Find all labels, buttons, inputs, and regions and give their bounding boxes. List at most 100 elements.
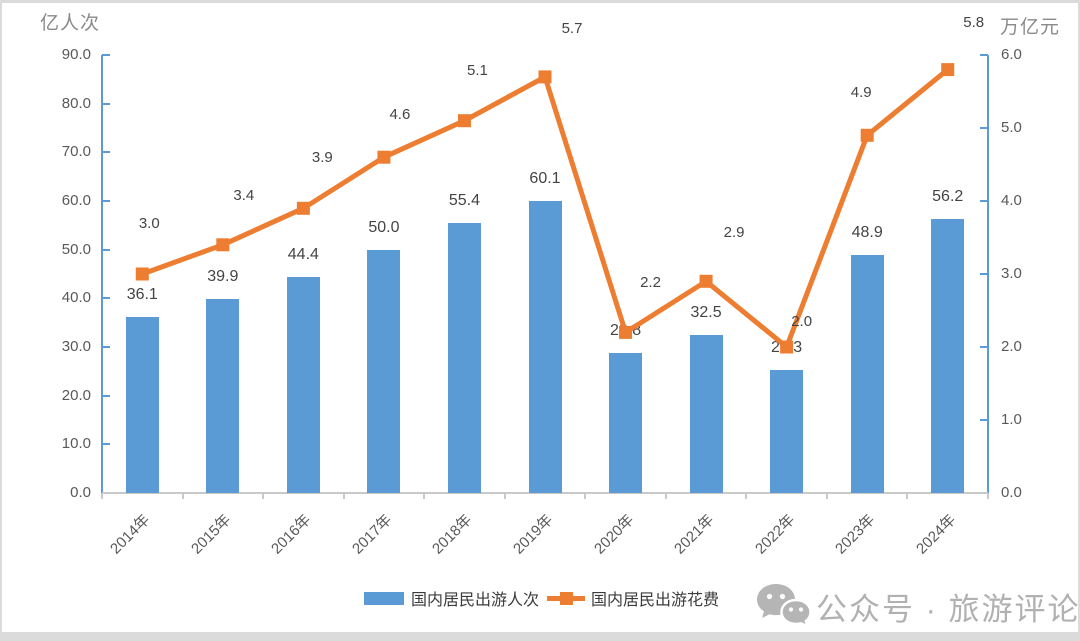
bar-value-label: 50.0 [368, 218, 400, 236]
y-tick-label-right: 5.0 [1001, 119, 1022, 136]
y-tick-label-right: 3.0 [1001, 265, 1022, 282]
category-axis-tick [745, 493, 748, 499]
line-marker [619, 325, 633, 339]
line-value-label: 5.1 [467, 61, 488, 79]
bar-column [770, 369, 804, 493]
line-marker [780, 340, 794, 354]
line-value-label: 2.9 [723, 224, 745, 242]
bar-column [528, 200, 562, 493]
category-axis-tick [423, 493, 426, 499]
y-tick-label-right: 0.0 [1001, 484, 1022, 501]
line-marker [457, 114, 471, 128]
line-value-label: 5.8 [963, 13, 985, 31]
frame-edge-top [0, 0, 1080, 3]
y-tick-label-right: 4.0 [1001, 192, 1022, 209]
line-marker [296, 201, 310, 215]
category-axis-tick [664, 493, 667, 499]
y-tick-label-left: 50.0 [61, 240, 91, 258]
bar-value-label: 56.2 [932, 188, 964, 206]
y-tick-label-right: 6.0 [1001, 46, 1022, 63]
category-axis-tick [181, 493, 184, 499]
bar-value-label: 60.1 [529, 169, 561, 187]
left-axis-tick [102, 346, 110, 348]
y-tick-label-left: 30.0 [61, 338, 91, 355]
line-value-label: 3.4 [233, 186, 255, 204]
y-tick-label-left: 10.0 [61, 435, 91, 453]
y-tick-label-left: 40.0 [61, 289, 91, 307]
category-axis [102, 492, 988, 494]
line-value-label: 4.9 [850, 84, 872, 102]
left-axis-tick [102, 443, 110, 446]
line-value-label: 5.7 [561, 19, 583, 37]
y-tick-label-left: 80.0 [61, 94, 91, 112]
y-tick-label-left: 70.0 [61, 143, 91, 161]
bar-value-label: 48.9 [851, 224, 883, 242]
right-axis-tick [980, 54, 988, 56]
category-axis-tick [101, 493, 103, 499]
line-marker [699, 274, 713, 288]
legend-bar-swatch [364, 591, 404, 605]
legend-label-trips: 国内居民出游人次 [411, 592, 540, 609]
left-axis-tick [102, 151, 110, 154]
y-tick-label-right: 2.0 [1001, 338, 1022, 355]
line-value-label: 3.9 [311, 149, 333, 167]
bar-column [689, 334, 723, 493]
bar-column [850, 255, 884, 493]
category-axis-tick [906, 493, 909, 499]
bar-column [447, 223, 481, 493]
bar-column [286, 276, 320, 493]
line-marker [216, 238, 230, 252]
right-value-axis [987, 55, 989, 493]
left-axis-tick [102, 248, 110, 251]
line-value-label: 3.0 [138, 215, 160, 232]
frame-edge-bottom [0, 632, 1080, 641]
right-axis-tick [980, 273, 988, 275]
bar-column [206, 298, 240, 493]
line-marker [941, 63, 955, 77]
right-axis-tick [980, 200, 988, 202]
bar-value-label: 44.4 [287, 245, 319, 263]
category-axis-tick [584, 493, 587, 499]
category-axis-tick [342, 493, 345, 499]
right-axis-tick [980, 419, 988, 421]
left-axis-tick [102, 200, 110, 202]
y-tick-label-right: 1.0 [1001, 411, 1022, 428]
line-value-label: 2.2 [640, 274, 661, 292]
left-axis-tick [102, 54, 110, 56]
category-axis-tick [503, 493, 506, 499]
line-marker [377, 150, 391, 164]
left-axis-title: 亿人次 [40, 13, 101, 34]
bar-column [367, 249, 401, 493]
line-marker [538, 70, 552, 84]
left-value-axis [101, 55, 103, 493]
bar-column [125, 317, 159, 493]
wechat-icon [757, 584, 811, 629]
bar-value-label: 36.1 [126, 286, 158, 304]
bar-column [609, 352, 643, 493]
y-tick-label-left: 90.0 [61, 46, 91, 63]
y-tick-label-left: 60.0 [61, 192, 91, 209]
legend-line-swatch [547, 591, 586, 605]
right-axis-tick [980, 346, 988, 348]
line-value-label: 4.6 [389, 106, 411, 124]
frame-edge-right [1078, 0, 1080, 641]
bar-value-label: 39.9 [207, 267, 239, 285]
line-marker [860, 128, 874, 142]
right-axis-title: 万亿元 [1000, 17, 1061, 38]
wechat-watermark: 公众号 · 旅游评论 [755, 582, 1080, 630]
bar-value-label: 55.4 [448, 192, 481, 210]
left-axis-tick [102, 297, 110, 300]
left-axis-tick [102, 102, 110, 105]
left-axis-tick [102, 394, 110, 397]
category-axis-tick [987, 493, 989, 499]
legend-label-spending: 国内居民出游花费 [591, 592, 720, 609]
y-tick-label-left: 0.0 [70, 484, 91, 501]
y-tick-label-left: 20.0 [61, 386, 91, 404]
category-axis-tick [262, 493, 265, 499]
legend: 国内居民出游人次 国内居民出游花费 [364, 589, 720, 609]
frame-edge-left [0, 0, 2, 641]
category-axis-tick [825, 493, 828, 499]
right-axis-tick [980, 127, 988, 129]
